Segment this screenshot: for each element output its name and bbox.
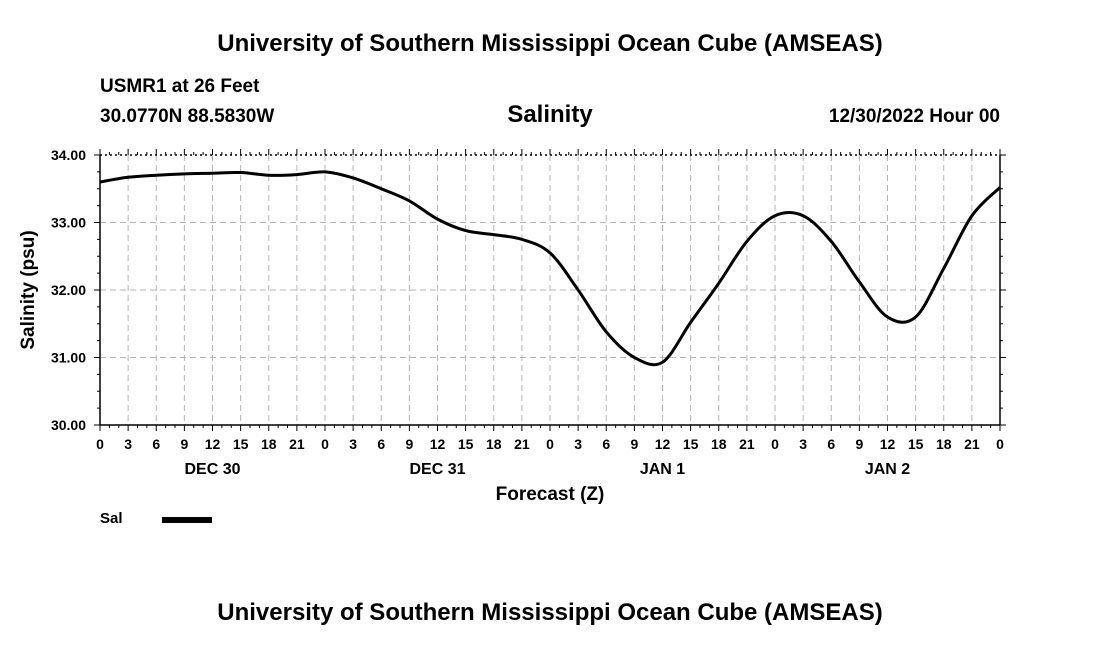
x-tick-label: 15	[458, 436, 474, 452]
x-tick-label: 18	[261, 436, 277, 452]
forecast-date: 12/30/2022 Hour 00	[828, 106, 1000, 127]
x-tick-label: 15	[908, 436, 924, 452]
x-tick-label: 15	[683, 436, 699, 452]
x-tick-label: 0	[321, 436, 329, 452]
x-tick-label: 18	[486, 436, 502, 452]
x-tick-label: 0	[771, 436, 779, 452]
x-tick-label: 12	[430, 436, 446, 452]
y-tick-label: 30.00	[51, 417, 86, 433]
x-day-label: DEC 30	[184, 461, 240, 478]
x-tick-label: 12	[880, 436, 896, 452]
x-tick-label: 0	[996, 436, 1004, 452]
x-tick-label: 0	[546, 436, 554, 452]
x-tick-label: 0	[96, 436, 104, 452]
x-tick-label: 3	[799, 436, 807, 452]
station-label: USMR1 at 26 Feet	[100, 76, 260, 97]
y-tick-label: 31.00	[51, 350, 86, 366]
chart-title: Salinity	[507, 101, 593, 128]
x-tick-label: 3	[574, 436, 582, 452]
x-day-label: JAN 2	[865, 461, 910, 478]
x-tick-label: 9	[405, 436, 413, 452]
x-day-label: DEC 31	[409, 461, 465, 478]
x-tick-label: 3	[124, 436, 132, 452]
y-tick-label: 32.00	[51, 282, 86, 298]
y-tick-label: 34.00	[51, 147, 86, 163]
footer-title: University of Southern Mississippi Ocean…	[217, 599, 883, 626]
x-tick-label: 18	[936, 436, 952, 452]
x-tick-label: 15	[233, 436, 249, 452]
y-tick-label: 33.00	[51, 215, 86, 231]
legend-label: Sal	[100, 510, 123, 527]
x-tick-label: 9	[630, 436, 638, 452]
x-tick-label: 21	[514, 436, 530, 452]
x-tick-label: 6	[602, 436, 610, 452]
x-axis-label: Forecast (Z)	[496, 484, 605, 505]
x-tick-label: 6	[377, 436, 385, 452]
x-day-label: JAN 1	[640, 461, 685, 478]
x-tick-label: 6	[827, 436, 835, 452]
x-tick-label: 21	[739, 436, 755, 452]
x-tick-label: 21	[964, 436, 980, 452]
x-tick-label: 18	[711, 436, 727, 452]
x-tick-label: 12	[205, 436, 221, 452]
page-title: University of Southern Mississippi Ocean…	[217, 30, 883, 57]
tick-marks	[94, 149, 1006, 431]
y-axis-label: Salinity (psu)	[18, 230, 39, 349]
x-tick-label: 21	[289, 436, 305, 452]
legend-line-swatch	[162, 517, 212, 523]
station-coordinates: 30.0770N 88.5830W	[100, 106, 275, 127]
x-tick-label: 3	[349, 436, 357, 452]
grid-lines	[100, 155, 1000, 425]
x-tick-label: 9	[855, 436, 863, 452]
series-line-salinity	[99, 170, 1002, 367]
x-tick-label: 12	[655, 436, 671, 452]
x-tick-label: 9	[180, 436, 188, 452]
x-tick-label: 6	[152, 436, 160, 452]
tick-labels: 30.00 31.00 32.00 33.00 34.00 0 3 6 9 12 15 18 21 0 3 6…	[51, 147, 1004, 478]
series-layer	[99, 170, 1002, 367]
